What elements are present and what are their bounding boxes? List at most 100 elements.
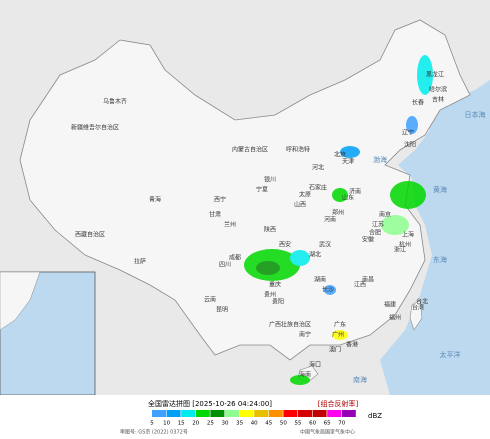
- legend-swatch: [152, 410, 166, 417]
- place-label: 昆明: [216, 307, 228, 314]
- legend-swatch: [239, 410, 254, 417]
- place-label: 四川: [219, 262, 231, 269]
- legend-swatch: [225, 410, 239, 417]
- legend: 5 10 15 20 25 30 35 40 45 50 55 60 65 70: [150, 410, 356, 427]
- place-label: 济南: [349, 188, 361, 196]
- title: 全国雷达拼图 [2025-10-26 04:24:00]: [148, 399, 272, 408]
- legend-value: 30: [222, 421, 229, 427]
- echo: [381, 215, 409, 235]
- echo: [290, 250, 310, 266]
- legend-swatch: [341, 410, 356, 417]
- place-label: 青海: [149, 196, 161, 204]
- place-label: 广东: [334, 321, 346, 329]
- legend-swatch: [268, 410, 283, 417]
- place-label: 甘肃: [209, 211, 221, 219]
- place-label: 河南: [324, 216, 336, 224]
- place-label: 内蒙古自治区: [232, 146, 268, 154]
- place-label: 乌鲁木齐: [103, 98, 127, 106]
- legend-swatch: [254, 410, 269, 417]
- china-outline: [19, 19, 471, 361]
- place-label: 浙江: [394, 246, 406, 254]
- place-label: 郑州: [332, 209, 344, 217]
- place-label: 呼和浩特: [286, 146, 310, 154]
- place-label: 沈阳: [404, 141, 416, 149]
- sea-label: 渤海: [373, 155, 387, 164]
- place-label: 贵阳: [272, 298, 284, 306]
- place-label: 广州: [332, 331, 344, 339]
- place-label: 台湾: [412, 304, 424, 312]
- source: 中国气象局国家气象中心: [300, 429, 355, 436]
- product: [组合反射率]: [318, 399, 359, 408]
- place-label: 长沙: [322, 286, 334, 294]
- echo: [406, 116, 418, 134]
- legend-swatch: [195, 410, 210, 417]
- place-label: 重庆: [269, 281, 281, 289]
- place-label: 海南: [299, 371, 311, 379]
- legend-swatch: [312, 410, 327, 417]
- place-label: 拉萨: [134, 258, 146, 266]
- legend-value: 20: [192, 421, 199, 427]
- place-label: 云南: [204, 296, 216, 304]
- radar-echoes: [244, 55, 433, 385]
- sea-label: 日本海: [465, 110, 486, 119]
- echo: [417, 55, 433, 95]
- legend-value: 70: [338, 421, 345, 427]
- place-label: 辽宁: [402, 129, 414, 137]
- echo: [390, 181, 426, 209]
- taiwan-island: [409, 299, 423, 331]
- place-label: 江西: [354, 282, 366, 289]
- place-label: 西宁: [214, 196, 226, 204]
- place-label: 广西壮族自治区: [269, 321, 311, 329]
- legend-value: 55: [295, 421, 302, 427]
- legend-swatch: [298, 410, 312, 417]
- legend-value: 15: [178, 421, 185, 427]
- place-label: 成都: [229, 254, 241, 262]
- legend-value: 25: [207, 421, 214, 427]
- place-label: 南昌: [362, 276, 374, 284]
- legend-value: 45: [265, 421, 272, 427]
- inset-land: [0, 271, 41, 331]
- place-label: 石家庄: [309, 184, 327, 192]
- legend-swatch: [283, 410, 298, 417]
- place-label: 杭州: [399, 241, 411, 249]
- place-label: 湖北: [309, 251, 321, 259]
- place-label: 新疆维吾尔自治区: [71, 124, 119, 132]
- place-label: 南宁: [299, 331, 311, 339]
- sea-label: 东海: [433, 255, 447, 264]
- legend-value: 10: [163, 421, 170, 427]
- place-label: 海口: [309, 361, 321, 369]
- place-label: 西藏自治区: [75, 231, 105, 239]
- place-label: 安徽: [362, 236, 374, 244]
- sea-label: 南海: [353, 375, 367, 384]
- place-label: 贵州: [264, 291, 276, 299]
- place-label: 银川: [264, 176, 276, 184]
- place-label: 江苏: [372, 221, 384, 229]
- place-label: 合肥: [369, 229, 381, 237]
- place-label: 山东: [342, 194, 354, 202]
- echo: [332, 330, 348, 340]
- place-label: 哈尔滨: [429, 86, 447, 94]
- legend-value: 60: [309, 421, 316, 427]
- place-label: 澳门: [329, 346, 341, 354]
- place-label: 台北: [416, 298, 428, 306]
- place-label: 武汉: [319, 241, 331, 249]
- legend-swatch: [327, 410, 342, 417]
- sea-label: 黄海: [433, 185, 447, 194]
- legend-value: 65: [324, 421, 331, 427]
- approval: 审图号: GS京 (2022) 0372号: [120, 429, 188, 436]
- place-label: 黑龙江: [426, 71, 444, 79]
- place-label: 兰州: [224, 221, 236, 229]
- place-label: 天津: [342, 159, 354, 166]
- legend-value: 40: [251, 421, 258, 427]
- place-label: 福州: [389, 314, 401, 322]
- legend-value: 5: [150, 421, 154, 427]
- place-label: 上海: [402, 231, 414, 239]
- place-label: 北京: [334, 151, 346, 159]
- echo: [332, 188, 348, 202]
- place-label: 太原: [299, 191, 311, 199]
- echo: [290, 375, 310, 385]
- legend-swatch: [166, 410, 181, 417]
- place-label: 宁夏: [256, 186, 268, 194]
